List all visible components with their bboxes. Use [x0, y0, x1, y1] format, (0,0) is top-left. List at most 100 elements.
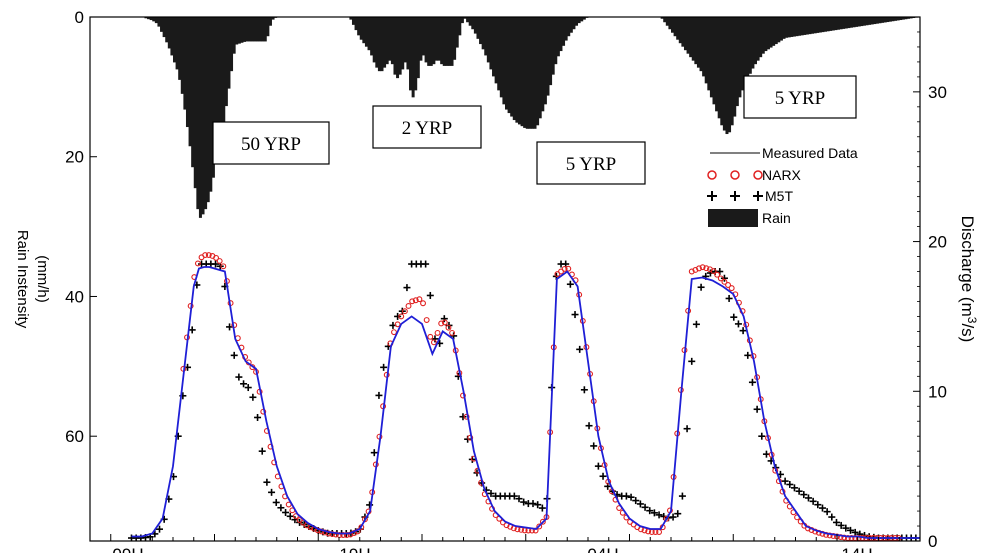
- m5t-point-154: [846, 526, 854, 534]
- rain-bar-113: [507, 17, 511, 114]
- left-tick-label-3: 60: [65, 427, 84, 446]
- rain-bar-67: [388, 17, 392, 61]
- rain-bar-77: [414, 17, 418, 91]
- rain-bar-35: [232, 17, 236, 54]
- narx-point-144: [703, 265, 710, 272]
- m5t-point-95: [571, 311, 579, 319]
- m5t-point-52: [370, 449, 378, 457]
- m5t-point-148: [818, 504, 826, 512]
- m5t-point-147: [814, 501, 822, 509]
- x-tick-label-0: 09H: [112, 545, 143, 553]
- rain-bar-85: [434, 17, 438, 61]
- rain-bar-40: [245, 17, 249, 42]
- rain-bar-127: [543, 17, 547, 105]
- m5t-point-22: [230, 351, 238, 359]
- m5t-point-131: [739, 327, 747, 335]
- rain-bar-189: [777, 17, 781, 43]
- annotation-box-2: 2 YRP: [372, 105, 482, 149]
- rain-bar-117: [517, 17, 521, 125]
- rain-bar-53: [351, 17, 355, 25]
- measured-series: [131, 266, 920, 539]
- narx-point-65: [416, 296, 423, 303]
- rain-bar-34: [230, 17, 234, 72]
- rain-bar-237: [901, 17, 905, 20]
- rain-bar-150: [676, 17, 680, 40]
- rain-bar-14: [178, 17, 182, 80]
- rain-bar-179: [751, 17, 755, 69]
- rain-bar-206: [821, 17, 825, 33]
- rain-bar-72: [401, 17, 405, 70]
- m5t-point-111: [646, 507, 654, 515]
- rain-bar-138: [572, 17, 576, 30]
- annotation-box-1: 50 YRP: [212, 121, 330, 165]
- rain-bar-217: [849, 17, 853, 28]
- rain-bar-98: [468, 17, 472, 26]
- rain-bar-70: [396, 17, 400, 79]
- rain-bar-154: [686, 17, 690, 54]
- rain-bar-194: [790, 17, 794, 37]
- rain-bar-10: [167, 17, 171, 49]
- m5t-point-110: [641, 503, 649, 511]
- narx-point-7: [205, 252, 212, 259]
- m5t-point-28: [258, 447, 266, 455]
- rain-bar-41: [248, 17, 252, 42]
- rain-bar-78: [416, 17, 420, 79]
- rain-bar-176: [743, 17, 747, 85]
- m5t-point-29: [263, 478, 271, 486]
- rain-bar-178: [748, 17, 752, 74]
- rain-bar-13: [175, 17, 179, 70]
- m5t-point-151: [832, 518, 840, 526]
- rain-bar-173: [735, 17, 739, 107]
- rain-bar-50: [271, 17, 275, 20]
- rain-bar-11: [170, 17, 174, 56]
- rain-bar-107: [492, 17, 496, 77]
- rain-bar-33: [227, 17, 231, 89]
- rain-bar-218: [852, 17, 856, 28]
- m5t-point-119: [683, 425, 691, 433]
- rain-bar-177: [746, 17, 750, 80]
- rain-bar-126: [541, 17, 545, 112]
- rain-bar-165: [715, 17, 719, 112]
- rain-bar-215: [844, 17, 848, 29]
- right-tick-label-3: 30: [928, 83, 947, 102]
- narx-series: [180, 252, 902, 541]
- rain-bar-163: [709, 17, 713, 98]
- rain-bar-225: [870, 17, 874, 25]
- m5t-point-140: [781, 477, 789, 485]
- rain-bar-5: [154, 17, 158, 24]
- rain-bar-60: [370, 17, 374, 56]
- rain-bar-32: [224, 17, 228, 107]
- rain-bar-148: [671, 17, 674, 33]
- rain-bar-203: [813, 17, 817, 34]
- rain-bar-197: [798, 17, 802, 36]
- rain-bar-207: [824, 17, 828, 32]
- measured-line: [131, 266, 920, 539]
- m5t-point-34: [286, 512, 294, 520]
- left-tick-label-0: 0: [75, 8, 84, 27]
- rain-bar-46: [261, 17, 265, 42]
- rain-bar-86: [437, 17, 441, 61]
- m5t-point-130: [734, 320, 742, 328]
- m5t-point-118: [678, 492, 686, 500]
- left-axis-title-line1: Rain Instensity: [14, 230, 31, 329]
- rain-bar-3: [149, 17, 153, 21]
- m5t-point-122: [697, 283, 705, 291]
- x-tick-label-1: 19H: [339, 545, 370, 553]
- m5t-point-77: [487, 489, 495, 497]
- m5t-point-53: [375, 391, 383, 399]
- rain-bar-16: [183, 17, 187, 110]
- rain-bar-108: [494, 17, 498, 84]
- m5t-point-142: [790, 484, 798, 492]
- rain-bar-213: [839, 17, 843, 30]
- m5t-point-113: [655, 511, 663, 519]
- rain-bar-224: [868, 17, 872, 25]
- rain-bar-222: [862, 17, 866, 26]
- narx-point-151: [728, 285, 735, 292]
- rain-bar-130: [551, 17, 555, 75]
- rain-bar-199: [803, 17, 807, 35]
- rain-bar-146: [665, 17, 669, 26]
- rain-bar-149: [673, 17, 677, 37]
- rain-bar-59: [367, 17, 371, 51]
- m5t-point-27: [254, 413, 262, 421]
- narx-point-148: [717, 275, 724, 282]
